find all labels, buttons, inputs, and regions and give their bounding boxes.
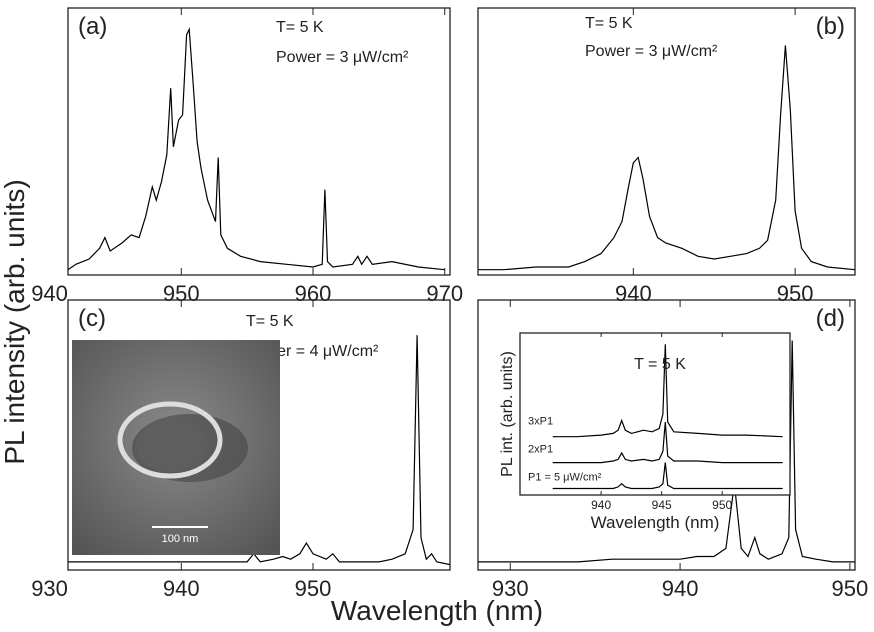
spectrum-line [552,344,783,438]
x-tick-label: 930 [492,576,529,601]
sem-image: 100 nm [72,340,280,555]
x-tick-label: 970 [426,281,463,306]
legend-label: 2xP1 [528,444,553,456]
dot-center [136,420,208,472]
annotation: T= 5 K [246,313,294,330]
x-tick-label: 940 [662,576,699,601]
x-tick-label: 940 [591,498,611,512]
x-tick-label: 940 [31,281,68,306]
x-axis-label: Wavelength (nm) [331,595,543,626]
plot-frame [477,7,856,276]
x-tick-label: 950 [777,281,814,306]
plot-frame [477,299,856,571]
annotation: Power = 3 μW/cm² [585,43,718,60]
spectrum-line [67,27,445,271]
spectrum-line [552,462,783,490]
plot-frame [67,7,451,276]
annotation: T= 5 K [276,19,324,36]
panel-label: (b) [816,13,845,40]
inset-background [520,333,790,495]
x-tick-label: 950 [832,576,869,601]
inset-y-label: PL int. (arb. units) [499,351,516,477]
scale-label: 100 nm [162,533,199,545]
panel-label: (a) [78,13,107,40]
spectrum-line [478,340,855,563]
plot-frame [519,332,791,496]
x-tick-label: 945 [652,498,672,512]
annotation: Power = 3 μW/cm² [276,49,409,66]
inset-x-label: Wavelength (nm) [591,513,720,532]
panel-label: (d) [816,305,845,332]
x-tick-label: 950 [712,498,732,512]
x-tick-label: 940 [163,576,200,601]
legend-label: P1 = 5 μW/cm² [528,472,602,484]
spectrum-line [552,422,783,464]
dot-rim [117,401,223,479]
annotation: T= 5 K [585,15,633,32]
y-axis-label: PL intensity (arb. units) [0,179,30,464]
x-tick-label: 930 [31,576,68,601]
inset-title: T = 5 K [634,356,686,373]
legend-label: 3xP1 [528,416,553,428]
x-tick-label: 940 [615,281,652,306]
spectrum-line [68,335,451,566]
spectrum-line [478,45,856,271]
plot-frame [67,299,451,571]
x-tick-label: 950 [295,576,332,601]
panel-label: (c) [78,305,106,332]
